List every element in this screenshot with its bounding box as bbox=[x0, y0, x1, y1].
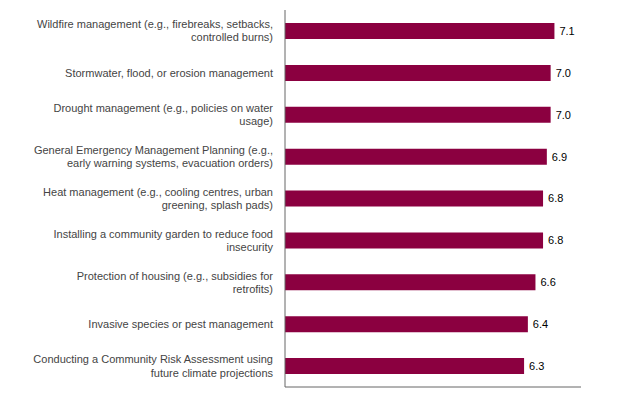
svg-text:6.8: 6.8 bbox=[548, 192, 563, 204]
svg-text:Stormwater, flood, or erosion: Stormwater, flood, or erosion management bbox=[65, 67, 273, 79]
svg-text:6.8: 6.8 bbox=[548, 234, 563, 246]
svg-text:Drought management (e.g., poli: Drought management (e.g., policies on wa… bbox=[53, 102, 273, 127]
svg-text:7.0: 7.0 bbox=[556, 67, 571, 79]
svg-text:Installing a community garden: Installing a community garden to reduce … bbox=[53, 228, 273, 253]
svg-text:Wildfire management (e.g., fir: Wildfire management (e.g., firebreaks, s… bbox=[37, 18, 273, 43]
svg-text:7.0: 7.0 bbox=[556, 109, 571, 121]
svg-text:Invasive species or pest manag: Invasive species or pest management bbox=[88, 318, 273, 330]
svg-text:7.1: 7.1 bbox=[559, 25, 574, 37]
svg-text:Conducting a Community Risk As: Conducting a Community Risk Assessment u… bbox=[33, 353, 273, 378]
svg-text:6.9: 6.9 bbox=[552, 151, 567, 163]
svg-text:Heat management (e.g., cooling: Heat management (e.g., cooling centres, … bbox=[43, 186, 273, 211]
svg-text:6.4: 6.4 bbox=[533, 318, 548, 330]
svg-text:6.6: 6.6 bbox=[540, 276, 555, 288]
svg-text:General Emergency Management P: General Emergency Management Planning (e… bbox=[34, 144, 273, 169]
svg-text:6.3: 6.3 bbox=[529, 360, 544, 372]
svg-text:Protection of housing (e.g., s: Protection of housing (e.g., subsidies f… bbox=[77, 270, 274, 295]
